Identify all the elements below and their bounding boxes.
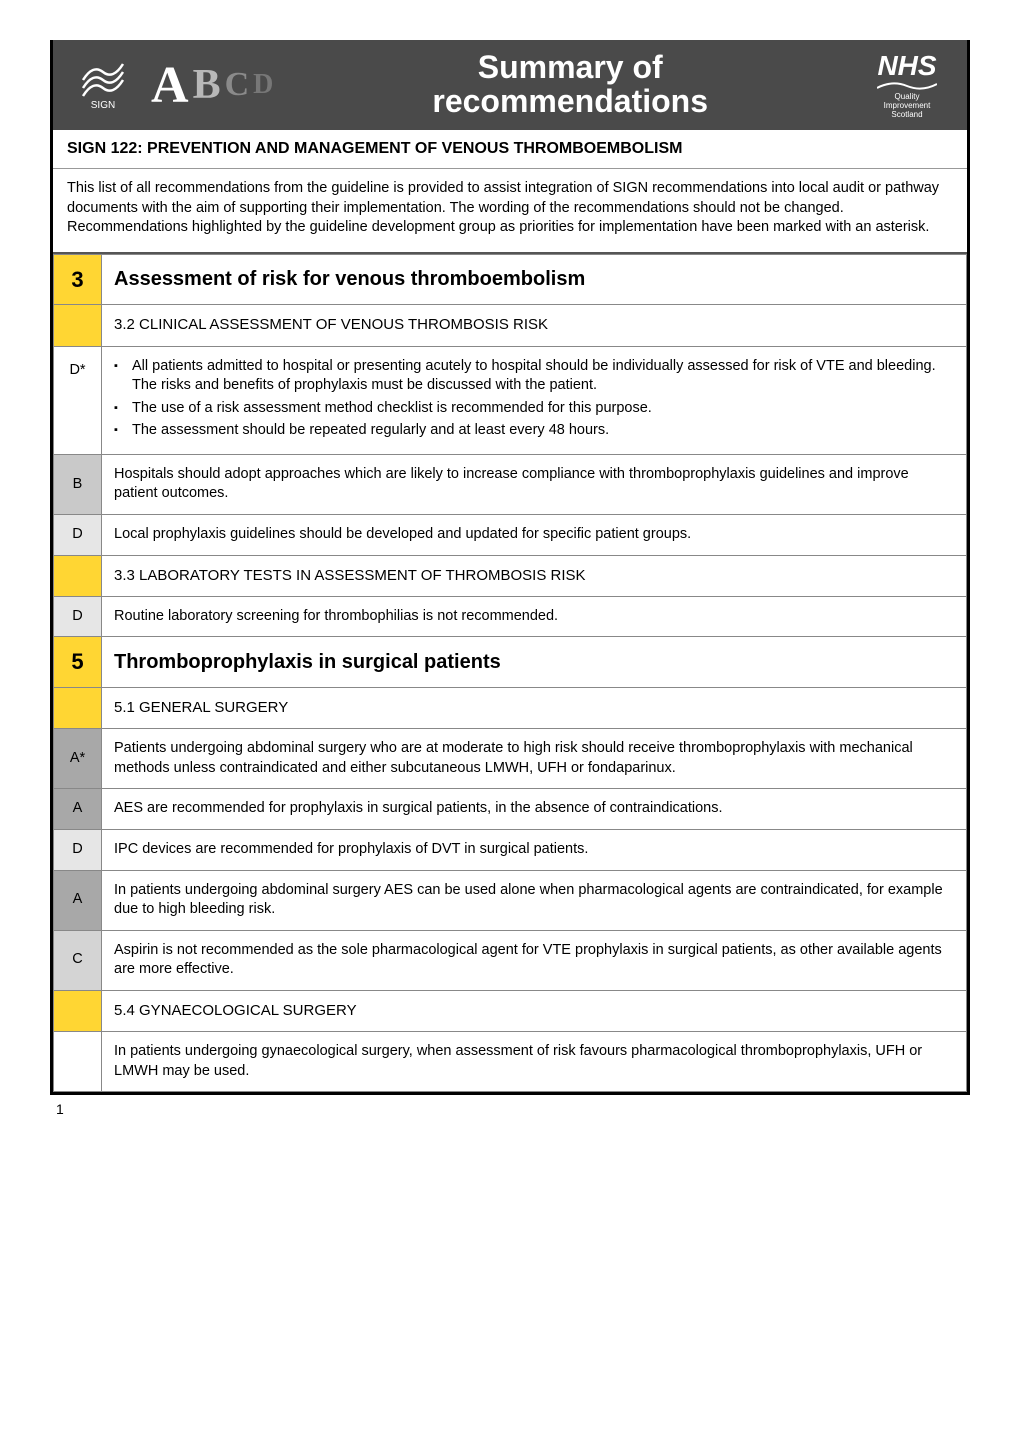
- section-number: 3: [54, 254, 102, 305]
- recommendations-table: 3Assessment of risk for venous thromboem…: [53, 254, 967, 1093]
- subsection-grade-cell: [54, 305, 102, 346]
- subsection-grade-cell: [54, 555, 102, 596]
- header-title-line2: recommendations: [432, 85, 708, 119]
- grade-b-glyph: B: [193, 61, 221, 109]
- recommendation-row: A*Patients undergoing abdominal surgery …: [54, 729, 967, 789]
- recommendation-row: BHospitals should adopt approaches which…: [54, 454, 967, 514]
- recommendation-row: AIn patients undergoing abdominal surger…: [54, 870, 967, 930]
- recommendation-grade: C: [54, 930, 102, 990]
- header-left: SIGN A B C D: [73, 55, 273, 115]
- nhs-sub3: Scotland: [867, 111, 947, 120]
- subsection-heading: 5.4 GYNAECOLOGICAL SURGERY: [54, 990, 967, 1031]
- subsection-grade-cell: [54, 688, 102, 729]
- subsection-heading: 3.3 LABORATORY TESTS IN ASSESSMENT OF TH…: [54, 555, 967, 596]
- recommendation-bullet-list: All patients admitted to hospital or pre…: [114, 357, 954, 441]
- subsection-grade-cell: [54, 990, 102, 1031]
- recommendation-row: AAES are recommended for prophylaxis in …: [54, 789, 967, 830]
- subsection-heading: 5.1 GENERAL SURGERY: [54, 688, 967, 729]
- recommendation-row: D* All patients admitted to hospital or p…: [54, 346, 967, 454]
- recommendation-text: All patients admitted to hospital or pre…: [102, 346, 967, 454]
- document-title: SIGN 122: PREVENTION AND MANAGEMENT OF V…: [53, 130, 967, 169]
- recommendation-bullet: The assessment should be repeated regula…: [132, 421, 954, 441]
- nhs-text: NHS: [867, 50, 947, 82]
- intro-paragraph: This list of all recommendations from th…: [53, 169, 967, 254]
- subsection-title: 5.4 GYNAECOLOGICAL SURGERY: [102, 990, 967, 1031]
- recommendation-text: IPC devices are recommended for prophyla…: [102, 830, 967, 871]
- page-number: 1: [56, 1101, 970, 1117]
- subsection-title: 5.1 GENERAL SURGERY: [102, 688, 967, 729]
- recommendation-grade: D: [54, 596, 102, 637]
- recommendation-text: In patients undergoing abdominal surgery…: [102, 870, 967, 930]
- header-banner: SIGN A B C D Summary of recommendations …: [53, 40, 967, 130]
- nhs-logo-icon: NHS Quality Improvement Scotland: [867, 50, 947, 119]
- grade-a-glyph: A: [151, 56, 189, 115]
- recommendation-grade: B: [54, 454, 102, 514]
- recommendation-text: Patients undergoing abdominal surgery wh…: [102, 729, 967, 789]
- subsection-heading: 3.2 CLINICAL ASSESSMENT OF VENOUS THROMB…: [54, 305, 967, 346]
- subsection-title: 3.2 CLINICAL ASSESSMENT OF VENOUS THROMB…: [102, 305, 967, 346]
- recommendation-text: AES are recommended for prophylaxis in s…: [102, 789, 967, 830]
- header-title: Summary of recommendations: [432, 51, 708, 118]
- recommendation-text: Local prophylaxis guidelines should be d…: [102, 515, 967, 556]
- recommendation-text: Aspirin is not recommended as the sole p…: [102, 930, 967, 990]
- recommendation-grade: A*: [54, 729, 102, 789]
- abcd-grades-icon: A B C D: [151, 56, 273, 115]
- section-heading: 3Assessment of risk for venous thromboem…: [54, 254, 967, 305]
- subsection-title: 3.3 LABORATORY TESTS IN ASSESSMENT OF TH…: [102, 555, 967, 596]
- recommendation-row: In patients undergoing gynaecological su…: [54, 1032, 967, 1092]
- recommendation-row: DIPC devices are recommended for prophyl…: [54, 830, 967, 871]
- recommendation-text: Routine laboratory screening for thrombo…: [102, 596, 967, 637]
- section-title: Assessment of risk for venous thromboemb…: [102, 254, 967, 305]
- recommendation-bullet: The use of a risk assessment method chec…: [132, 399, 954, 419]
- document-frame: SIGN A B C D Summary of recommendations …: [50, 40, 970, 1095]
- header-title-line1: Summary of: [432, 51, 708, 85]
- recommendation-grade: D: [54, 830, 102, 871]
- grade-d-glyph: D: [253, 69, 273, 101]
- recommendation-row: DLocal prophylaxis guidelines should be …: [54, 515, 967, 556]
- sign-logo-icon: SIGN: [73, 55, 133, 115]
- recommendation-text: In patients undergoing gynaecological su…: [102, 1032, 967, 1092]
- recommendation-grade: A: [54, 789, 102, 830]
- grade-c-glyph: C: [225, 66, 250, 104]
- recommendation-row: DRoutine laboratory screening for thromb…: [54, 596, 967, 637]
- recommendation-grade: D: [54, 515, 102, 556]
- recommendation-text: Hospitals should adopt approaches which …: [102, 454, 967, 514]
- document-title-text: PREVENTION AND MANAGEMENT OF VENOUS THRO…: [147, 140, 682, 157]
- section-heading: 5Thromboprophylaxis in surgical patients: [54, 637, 967, 688]
- sign-code: SIGN 122:: [67, 140, 143, 157]
- sign-logo-text: SIGN: [91, 100, 115, 111]
- recommendation-grade: [54, 1032, 102, 1092]
- recommendation-row: CAspirin is not recommended as the sole …: [54, 930, 967, 990]
- recommendation-bullet: All patients admitted to hospital or pre…: [132, 357, 954, 396]
- section-title: Thromboprophylaxis in surgical patients: [102, 637, 967, 688]
- section-number: 5: [54, 637, 102, 688]
- recommendation-grade: A: [54, 870, 102, 930]
- recommendation-grade: D*: [54, 346, 102, 454]
